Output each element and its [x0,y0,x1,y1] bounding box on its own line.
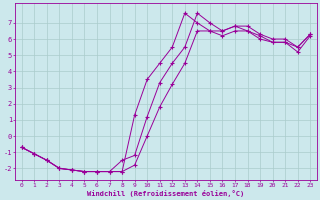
X-axis label: Windchill (Refroidissement éolien,°C): Windchill (Refroidissement éolien,°C) [87,190,244,197]
